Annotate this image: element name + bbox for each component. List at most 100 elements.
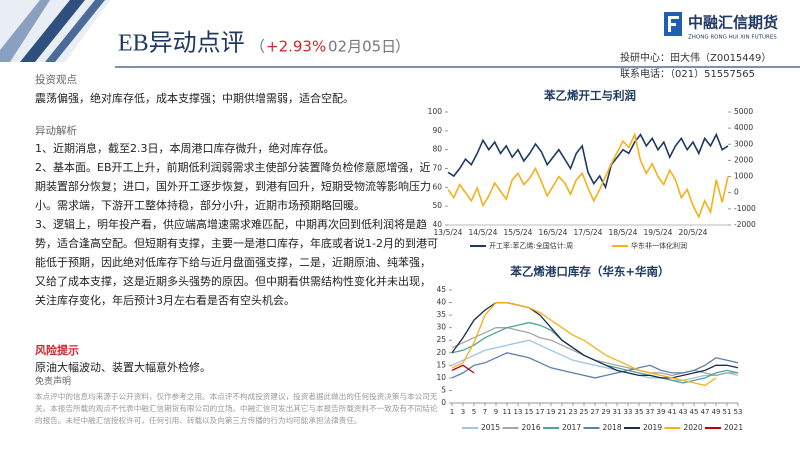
x-tick-label: 13/5/24 [434, 228, 463, 237]
x-tick-label: 45 [690, 408, 699, 416]
x-tick-label: 1 [450, 408, 454, 416]
x-tick-label: 27 [591, 408, 600, 416]
y-tick-label: 60 [432, 182, 442, 191]
x-tick-label: 7 [483, 408, 487, 416]
chart-title: 苯乙烯开工与利润 [543, 89, 636, 103]
legend-label: 2017 [562, 423, 581, 432]
x-tick-label: 13 [514, 408, 523, 416]
series-line [451, 327, 738, 377]
x-tick-label: 15 [525, 408, 534, 416]
y-tick-label: 90 [432, 126, 442, 135]
y2-tick-label: 3000 [734, 139, 753, 148]
y2-tick-label: -2000 [734, 220, 756, 229]
x-tick-label: 39 [657, 408, 666, 416]
x-tick-label: 37 [646, 408, 655, 416]
disclaimer-heading: 免责声明 [35, 377, 72, 387]
y-tick-label: 40 [432, 220, 442, 229]
y2-tick-label: -1000 [734, 204, 756, 213]
legend-label: 华东非一体化利润 [631, 241, 687, 250]
x-tick-label: 14/5/24 [469, 228, 498, 237]
x-tick-label: 33 [624, 408, 633, 416]
x-tick-label: 21 [558, 408, 567, 416]
legend-label: 2016 [522, 423, 541, 432]
x-tick-label: 31 [613, 408, 622, 416]
y-tick-label: 20 [436, 348, 446, 357]
x-tick-label: 9 [494, 408, 498, 416]
x-tick-label: 29 [602, 408, 611, 416]
x-tick-label: 19/5/24 [644, 228, 673, 237]
series-line [451, 301, 717, 387]
x-tick-label: 15/5/24 [504, 228, 533, 237]
y-tick-label: 45 [436, 285, 446, 294]
paragraph: 1、近期消息，截至2.3日，本周港口库存微升，绝对库存低。 [35, 142, 335, 155]
y-tick-label: 0 [441, 398, 446, 407]
y-tick-label: 40 [436, 298, 446, 307]
x-tick-label: 19 [547, 408, 556, 416]
risk-text: 原油大幅波动、装置大幅意外检修。 [35, 361, 211, 374]
y-tick-label: 35 [436, 310, 446, 319]
title: EB异动点评 [118, 30, 245, 57]
x-tick-label: 3 [461, 408, 465, 416]
legend-label: 2015 [481, 423, 500, 432]
logo-icon [664, 12, 682, 36]
y2-tick-label: 5000 [734, 107, 753, 116]
x-tick-label: 35 [635, 408, 644, 416]
disclaimer: 本点评中的信息均来源于公开资料，仅作参考之用。本点评不构成投资建议，投资者据此做… [35, 392, 438, 425]
phone: 联系电话：（021）51557565 [620, 67, 755, 80]
legend-label: 2018 [603, 423, 622, 432]
x-tick-label: 51 [723, 408, 732, 416]
legend-label: 2019 [643, 423, 662, 432]
paragraph: 2、基本面。EB开工上升，前期低利润弱需求主使部分装置降负检修意愿增强，近期装置… [35, 161, 431, 212]
series-line [451, 301, 739, 379]
y2-tick-label: 4000 [734, 123, 753, 132]
y-tick-label: 80 [432, 145, 442, 154]
series-line [451, 321, 739, 384]
view-heading: 投资观点 [35, 74, 77, 86]
y-tick-label: 25 [436, 335, 446, 344]
legend-label: 2021 [724, 423, 743, 432]
series-line [451, 339, 739, 382]
y-tick-label: 15 [436, 360, 446, 369]
y-tick-label: 5 [441, 385, 446, 394]
x-tick-label: 23 [569, 408, 578, 416]
analysis-heading: 异动解析 [35, 125, 77, 137]
logo-en: ZHONG RONG HUI XIN FUTURES [688, 35, 777, 41]
x-tick-label: 53 [734, 408, 743, 416]
logo: 中融汇信期货 [688, 14, 778, 32]
chart-title: 苯乙烯港口库存（华东+华南） [509, 265, 669, 279]
series-line [451, 352, 739, 379]
header-stripes [0, 0, 110, 62]
x-tick-label: 11 [503, 408, 512, 416]
y-tick-label: 30 [436, 323, 446, 332]
change: +2.93% [266, 38, 326, 56]
x-tick-label: 16/5/24 [539, 228, 568, 237]
y-tick-label: 50 [432, 201, 442, 210]
risk-heading: 风险提示 [35, 344, 79, 357]
x-tick-label: 18/5/24 [609, 228, 638, 237]
view-text: 震荡偏强，绝对库存低，成本支撑强；中期供增需弱，适合空配。 [35, 92, 354, 105]
x-tick-label: 17 [536, 408, 545, 416]
series-line [451, 364, 475, 374]
x-tick-label: 17/5/24 [574, 228, 603, 237]
x-tick-label: 25 [580, 408, 589, 416]
series-line [447, 132, 729, 190]
series-line [447, 132, 729, 219]
x-tick-label: 20/5/24 [679, 228, 708, 237]
paren: ） [395, 38, 410, 56]
y2-tick-label: 0 [734, 188, 739, 197]
legend-label: 开工率:苯乙烯:全国估计:周 [489, 241, 573, 250]
x-tick-label: 5 [472, 408, 476, 416]
x-tick-label: 43 [679, 408, 688, 416]
y2-tick-label: 1000 [734, 172, 753, 181]
analyst: 投研中心：田大伟（Z0015449） [620, 51, 771, 64]
x-tick-label: 49 [712, 408, 721, 416]
paren: （ [250, 38, 265, 56]
y-tick-label: 10 [436, 373, 446, 382]
y2-tick-label: 2000 [734, 155, 753, 164]
y-tick-label: 100 [428, 107, 443, 116]
x-tick-label: 41 [668, 408, 677, 416]
x-tick-label: 47 [701, 408, 710, 416]
date: 02月05日 [328, 38, 396, 56]
